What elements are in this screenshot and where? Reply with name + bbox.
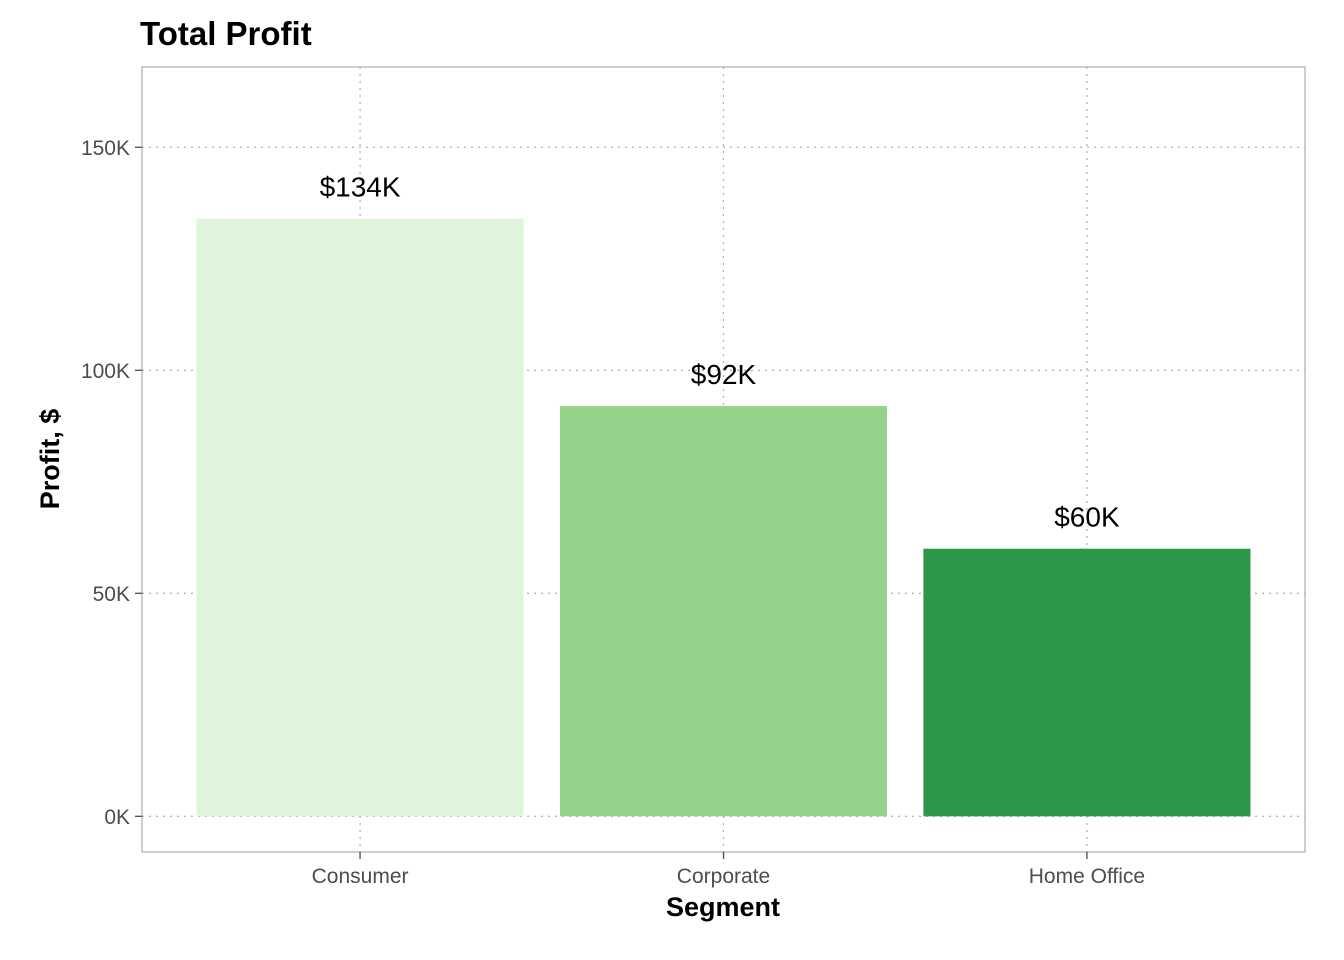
bar-value-label: $134K	[320, 172, 401, 203]
x-tick-label: Consumer	[312, 865, 409, 888]
bar-consumer	[196, 218, 524, 817]
y-axis-ticks: 0K 50K 100K 150K	[81, 137, 142, 829]
y-tick-label: 0K	[104, 806, 130, 829]
y-tick-label: 50K	[93, 583, 130, 606]
bar-home-office	[923, 548, 1251, 817]
data-labels: $134K $92K $60K	[320, 172, 1120, 533]
bar-value-label: $60K	[1054, 502, 1120, 533]
x-tick-label: Home Office	[1029, 865, 1145, 888]
y-tick-label: 150K	[81, 137, 130, 160]
bars	[196, 218, 1251, 817]
chart-title: Total Profit	[140, 15, 312, 52]
y-tick-label: 100K	[81, 360, 130, 383]
x-tick-label: Corporate	[677, 865, 770, 888]
y-axis-title: Profit, $	[35, 409, 65, 510]
x-axis-title: Segment	[666, 892, 780, 922]
x-axis-ticks: Consumer Corporate Home Office	[312, 852, 1145, 888]
bar-corporate	[559, 405, 888, 817]
bar-value-label: $92K	[691, 359, 757, 390]
